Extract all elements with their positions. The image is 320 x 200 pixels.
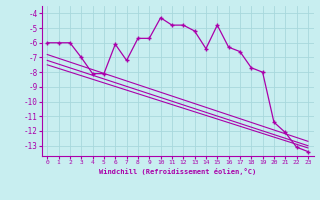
X-axis label: Windchill (Refroidissement éolien,°C): Windchill (Refroidissement éolien,°C) xyxy=(99,168,256,175)
